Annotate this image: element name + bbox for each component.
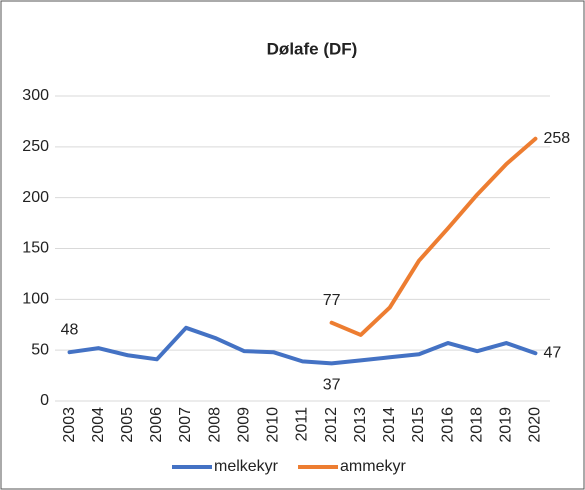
x-tick-label: 2019 <box>498 407 515 443</box>
y-tick-label: 100 <box>22 291 49 308</box>
x-tick-label: 2003 <box>61 407 78 443</box>
legend-label: melkekyr <box>214 458 279 475</box>
series-line <box>329 136 538 337</box>
y-tick-label: 50 <box>31 341 49 358</box>
data-label: 47 <box>543 344 561 361</box>
x-tick-label: 2009 <box>235 407 252 443</box>
series-line <box>67 325 538 366</box>
x-tick-label: 2004 <box>90 407 107 443</box>
y-tick-label: 150 <box>22 240 49 257</box>
x-tick-label: 2005 <box>119 407 136 443</box>
x-tick-label: 2016 <box>439 407 456 443</box>
x-tick-label: 2013 <box>352 407 369 443</box>
y-tick-label: 250 <box>22 138 49 155</box>
y-tick-label: 0 <box>40 392 49 409</box>
data-label: 48 <box>61 321 79 338</box>
x-tick-label: 2014 <box>381 407 398 443</box>
y-tick-label: 300 <box>22 87 49 104</box>
x-tick-label: 2011 <box>294 407 311 442</box>
legend-label: ammekyr <box>340 458 406 475</box>
y-tick-label: 200 <box>22 189 49 206</box>
x-tick-label: 2007 <box>177 407 194 443</box>
x-tick-label: 2008 <box>206 407 223 443</box>
x-tick-label: 2012 <box>323 407 340 443</box>
x-tick-label: 2010 <box>265 407 282 443</box>
data-label: 37 <box>323 377 341 394</box>
data-label: 77 <box>323 292 341 309</box>
x-tick-label: 2015 <box>410 407 427 443</box>
x-tick-label: 2018 <box>468 407 485 443</box>
x-tick-label: 2020 <box>527 407 544 443</box>
x-tick-label: 2006 <box>148 407 165 443</box>
data-label: 258 <box>543 130 570 147</box>
chart-title: Dølafe (DF) <box>267 39 358 58</box>
